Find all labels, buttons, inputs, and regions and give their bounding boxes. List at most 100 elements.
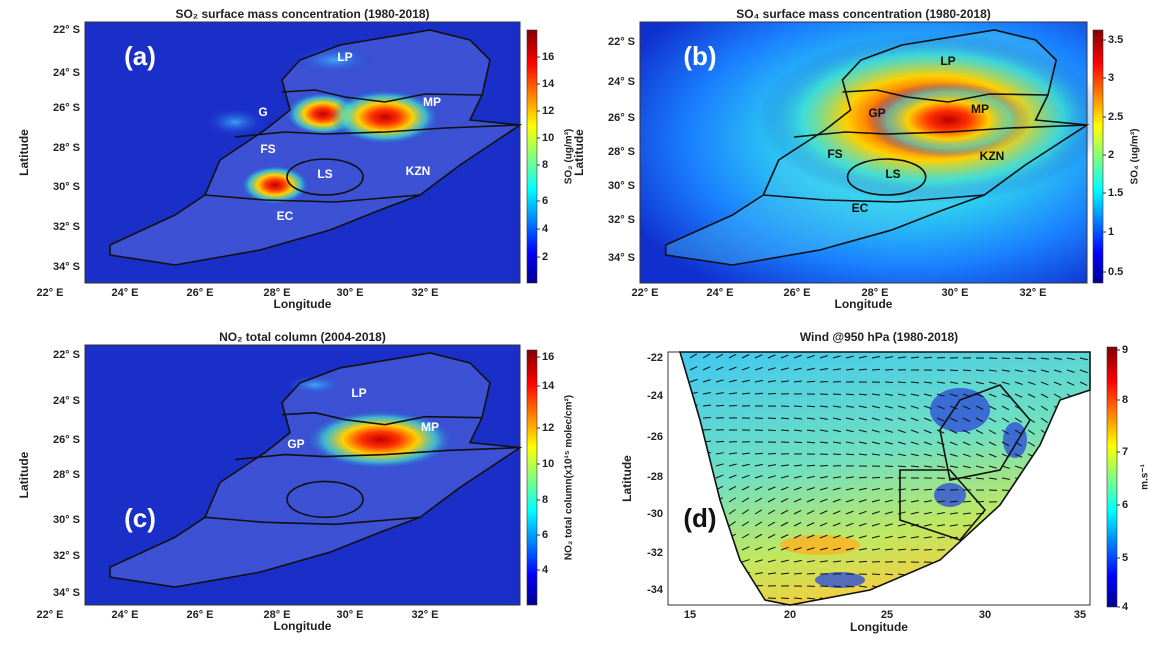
wind-arrow bbox=[858, 355, 867, 359]
x-tick-label: 30 bbox=[979, 609, 991, 621]
wind-arrow bbox=[858, 510, 867, 515]
wind-arrow bbox=[923, 381, 932, 384]
wind-arrow bbox=[910, 488, 920, 491]
wind-arrow bbox=[949, 441, 958, 446]
panel: SO₂ surface mass concentration (1980-201… bbox=[17, 7, 574, 311]
wind-arrow bbox=[936, 356, 946, 359]
wind-arrow bbox=[741, 533, 750, 539]
wind-arrow bbox=[845, 547, 854, 551]
wind-arrow bbox=[1053, 393, 1062, 399]
hotspot bbox=[205, 108, 265, 136]
wind-arrow bbox=[793, 486, 802, 491]
wind-arrow bbox=[832, 498, 841, 503]
wind-arrow bbox=[871, 368, 881, 371]
wind-arrow bbox=[845, 585, 855, 588]
region-label: GP bbox=[868, 106, 885, 120]
wind-arrow bbox=[819, 498, 828, 503]
wind-arrow bbox=[962, 453, 971, 458]
wind-arrow bbox=[832, 560, 841, 563]
wind-arrow bbox=[962, 381, 971, 385]
wind-arrow bbox=[780, 380, 789, 383]
wind-arrow bbox=[1053, 381, 1062, 386]
wind-arrow bbox=[871, 417, 880, 421]
wind-arrow bbox=[897, 523, 906, 527]
x-tick-label: 30° E bbox=[336, 287, 363, 299]
wind-arrow bbox=[845, 417, 854, 421]
colorbar-label: NO₂ total column(x10¹⁵ molec/cm²) bbox=[564, 395, 575, 560]
wind-arrow bbox=[884, 548, 893, 551]
hotspot bbox=[866, 82, 1031, 158]
wind-arrow bbox=[949, 465, 958, 469]
wind-arrow bbox=[845, 429, 854, 433]
wind-arrow bbox=[1014, 465, 1023, 470]
x-tick-label: 26° E bbox=[186, 609, 213, 621]
colorbar-tick-label: 4 bbox=[1122, 601, 1129, 613]
wind-arrow bbox=[793, 464, 803, 467]
wind-arrow bbox=[936, 453, 945, 457]
wind-arrow bbox=[897, 417, 906, 422]
wind-arrow bbox=[689, 378, 698, 383]
wind-arrow bbox=[741, 379, 750, 383]
wind-arrow bbox=[858, 453, 868, 456]
wind-arrow bbox=[1066, 381, 1075, 386]
y-tick-label: 30° S bbox=[53, 514, 80, 526]
y-tick-label: 32° S bbox=[53, 221, 80, 233]
wind-arrow bbox=[767, 559, 776, 563]
wind-arrow bbox=[767, 497, 776, 503]
wind-arrow bbox=[1027, 441, 1036, 447]
wind-arrow bbox=[845, 453, 855, 456]
x-tick-label: 22° E bbox=[36, 287, 63, 299]
wind-arrow bbox=[910, 393, 919, 397]
wind-arrow bbox=[767, 486, 776, 491]
wind-arrow bbox=[884, 393, 893, 396]
y-tick-label: 24° S bbox=[53, 395, 80, 407]
y-axis-label: Latitude bbox=[17, 129, 31, 176]
wind-arrow bbox=[845, 498, 854, 503]
wind-arrow bbox=[962, 429, 971, 435]
wind-arrow bbox=[767, 572, 776, 575]
wind-arrow bbox=[819, 560, 828, 563]
wind-arrow bbox=[780, 509, 789, 515]
wind-arrow bbox=[871, 393, 880, 396]
wind-arrow bbox=[923, 536, 932, 539]
wind-arrow bbox=[871, 548, 880, 551]
wind-arrow bbox=[923, 393, 932, 397]
wind-arrow bbox=[1027, 357, 1037, 360]
wind-arrow bbox=[832, 393, 842, 396]
wind-arrow bbox=[949, 524, 958, 527]
x-tick-label: 32° E bbox=[411, 609, 438, 621]
wind-arrow bbox=[832, 522, 841, 527]
wind-arrow bbox=[845, 441, 854, 444]
wind-arrow bbox=[884, 417, 893, 421]
wind-arrow bbox=[988, 381, 997, 385]
wind-arrow bbox=[1001, 357, 1011, 360]
low-wind bbox=[930, 388, 990, 432]
region-label: GP bbox=[287, 437, 304, 451]
wind-arrow bbox=[819, 441, 828, 444]
wind-arrow bbox=[741, 509, 749, 515]
wind-arrow bbox=[871, 429, 880, 433]
wind-arrow bbox=[702, 353, 711, 359]
panel-label: (d) bbox=[683, 503, 716, 533]
wind-arrow bbox=[975, 393, 984, 398]
y-tick-label: 32° S bbox=[608, 214, 635, 226]
wind-arrow bbox=[728, 379, 737, 383]
y-tick-label: 24° S bbox=[53, 67, 80, 79]
wind-arrow bbox=[949, 417, 958, 422]
wind-arrow bbox=[780, 534, 789, 539]
wind-arrow bbox=[754, 559, 763, 563]
wind-arrow bbox=[884, 499, 893, 503]
region-label: KZN bbox=[980, 149, 1005, 163]
wind-arrow bbox=[975, 429, 984, 435]
low-wind bbox=[815, 572, 865, 588]
wind-arrow bbox=[728, 392, 737, 395]
wind-arrow bbox=[780, 498, 789, 503]
wind-arrow bbox=[1040, 393, 1049, 399]
wind-arrow bbox=[910, 536, 919, 539]
wind-arrow bbox=[897, 535, 906, 539]
wind-arrow bbox=[910, 548, 920, 551]
colorbar-tick-label: 9 bbox=[1122, 344, 1128, 356]
wind-arrow bbox=[1066, 369, 1075, 373]
wind-arrow bbox=[871, 405, 880, 409]
wind-arrow bbox=[975, 465, 984, 469]
